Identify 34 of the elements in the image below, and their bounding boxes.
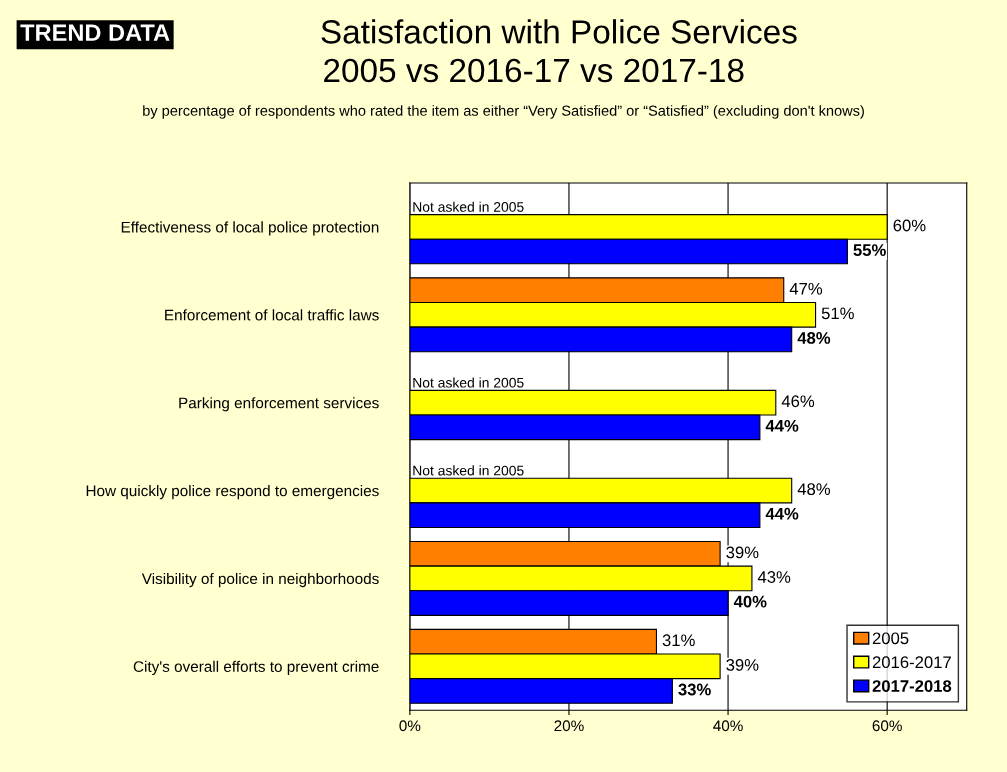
data-label: 44% [765, 507, 799, 520]
data-label: 55% [853, 244, 886, 256]
legend-label: 2005 [872, 632, 909, 645]
data-label: 60% [893, 219, 926, 232]
data-label: 39% [726, 546, 759, 559]
y-tick-label: City's overall efforts to prevent crime [133, 660, 379, 676]
x-tick-label: 40% [713, 720, 743, 732]
y-tick-label: How quickly police respond to emergencies [86, 485, 379, 500]
data-label: 33% [678, 683, 711, 696]
text: TREND DATA [20, 24, 170, 41]
x-tick-label: 20% [554, 720, 584, 732]
data-label: 43% [757, 571, 791, 583]
annotation: Not asked in 2005 [413, 465, 524, 476]
data-label: 40% [733, 595, 767, 608]
y-tick-label: Enforcement of local traffic laws [165, 309, 379, 321]
data-label: 47% [789, 282, 823, 295]
legend-label: 2017-2018 [872, 680, 952, 692]
legend-label: 2016-2017 [872, 656, 951, 669]
data-label: 48% [797, 332, 831, 344]
x-tick-label: 0% [399, 720, 421, 732]
data-label: 39% [726, 658, 759, 671]
data-label: 51% [821, 307, 854, 320]
data-label: 31% [662, 634, 695, 647]
x-tick-label: 60% [872, 720, 902, 732]
data-label: 44% [765, 419, 799, 432]
chart-subtitle: by percentage of respondents who rated the item as either “Very Satisfied” or “Satisfied” (excluding don't knows) [143, 105, 864, 119]
y-tick-label: Visibility of police in neighborhoods [141, 572, 379, 588]
annotation: Not asked in 2005 [413, 377, 524, 388]
y-tick-label: Effectiveness of local police protection [121, 221, 379, 236]
y-tick-label: Parking enforcement services [179, 397, 379, 412]
chart-title: Satisfaction with Police Services 2005 vs 2016-17 vs 2017-18 [321, 19, 797, 83]
annotation: Not asked in 2005 [413, 201, 524, 212]
data-label: 46% [781, 395, 815, 408]
data-label: 48% [797, 483, 831, 496]
